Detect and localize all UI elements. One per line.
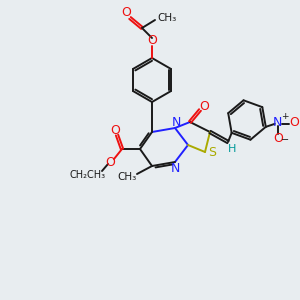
Text: O: O <box>147 34 157 47</box>
Text: −: − <box>281 135 289 145</box>
Text: N: N <box>170 161 180 175</box>
Text: CH₃: CH₃ <box>158 13 177 23</box>
Text: O: O <box>289 116 299 129</box>
Text: N: N <box>171 116 181 130</box>
Text: O: O <box>273 132 283 145</box>
Text: O: O <box>121 7 131 20</box>
Text: CH₂CH₃: CH₂CH₃ <box>70 170 106 180</box>
Text: H: H <box>228 144 236 154</box>
Text: N: N <box>273 116 283 129</box>
Text: +: + <box>281 112 289 121</box>
Text: O: O <box>110 124 120 136</box>
Text: O: O <box>105 155 115 169</box>
Text: CH₃: CH₃ <box>117 172 136 182</box>
Text: O: O <box>199 100 209 112</box>
Text: S: S <box>208 146 216 160</box>
